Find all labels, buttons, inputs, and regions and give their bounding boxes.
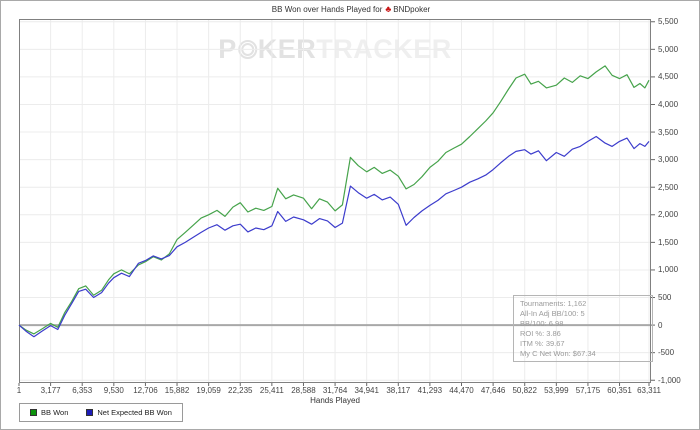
net-expected-line: [18, 135, 650, 338]
chart-title: BB Won over Hands Played for ♣ BNDpoker: [1, 4, 699, 14]
y-tick-label: -500: [658, 348, 675, 358]
y-tick-label: 3,500: [658, 127, 679, 137]
x-tick-label: 3,177: [40, 386, 61, 395]
y-tick-label: 2,500: [658, 182, 679, 192]
y-tick-label: 3,000: [658, 155, 679, 165]
x-tick-label: 34,941: [354, 386, 379, 395]
x-tick-label: 12,706: [133, 386, 158, 395]
site-name: BNDpoker: [393, 5, 431, 14]
legend-item-bb-won: BB Won: [30, 408, 68, 417]
y-tick-label: 2,000: [658, 210, 679, 220]
stats-tooltip: Tournaments: 1,162 All-In Adj BB/100: 5 BB…: [513, 295, 653, 362]
stats-line: BB/100: 6.98: [520, 319, 564, 328]
y-tick-label: 0: [658, 320, 663, 330]
chart-plot-area[interactable]: [18, 19, 655, 386]
chart-title-text: BB Won over Hands Played for: [271, 5, 383, 14]
legend-item-net-expected: Net Expected BB Won: [86, 408, 172, 417]
x-tick-label: 47,646: [480, 386, 506, 395]
x-tick-label: 41,293: [417, 386, 443, 395]
stats-line: ITM %: 39.67: [520, 339, 565, 348]
x-tick-label: 60,351: [607, 386, 632, 395]
x-tick-label: 57,175: [575, 386, 601, 395]
bb-won-swatch-icon: [30, 409, 37, 416]
x-tick-label: 50,822: [512, 386, 537, 395]
x-tick-label: 9,530: [103, 386, 124, 395]
y-tick-label: 5,500: [658, 17, 679, 27]
y-tick-label: 4,500: [658, 72, 679, 82]
x-tick-label: 44,470: [449, 386, 474, 395]
x-tick-label: 1: [16, 386, 22, 395]
x-tick-label: 63,311: [637, 386, 661, 395]
legend-label-bb-won: BB Won: [41, 408, 69, 417]
x-tick-label: 28,588: [291, 386, 316, 395]
x-tick-label: 31,764: [322, 386, 348, 395]
x-tick-label: 38,117: [386, 386, 411, 395]
y-tick-label: -1,000: [658, 375, 681, 385]
y-tick-label: 5,000: [658, 44, 679, 54]
legend-label-net-expected: Net Expected BB Won: [97, 408, 172, 417]
x-tick-label: 15,882: [164, 386, 190, 395]
y-tick-label: 1,500: [658, 237, 679, 247]
legend: BB Won Net Expected BB Won: [19, 403, 183, 422]
bndpoker-logo-icon: ♣: [385, 4, 392, 14]
x-tick-label: 22,235: [228, 386, 253, 395]
x-tick-label: 53,999: [544, 386, 569, 395]
x-tick-label: 25,411: [259, 386, 284, 395]
chart-canvas[interactable]: [18, 19, 655, 386]
stats-line: Tournaments: 1,162: [520, 299, 587, 308]
bb-won-line: [18, 65, 650, 335]
x-tick-label: 19,059: [196, 386, 221, 395]
y-tick-label: 1,000: [658, 265, 679, 275]
stats-line: ROI %: 3.86: [520, 329, 561, 338]
y-tick-label: 4,000: [658, 99, 679, 109]
stats-line: All-In Adj BB/100: 5: [520, 309, 585, 318]
y-tick-label: 500: [658, 293, 672, 302]
x-tick-label: 6,353: [72, 386, 93, 395]
x-axis-title: Hands Played: [310, 396, 360, 405]
plot-border: [19, 19, 651, 383]
stats-line: My C Net Won: $67.34: [520, 349, 596, 358]
net-expected-swatch-icon: [86, 409, 94, 416]
